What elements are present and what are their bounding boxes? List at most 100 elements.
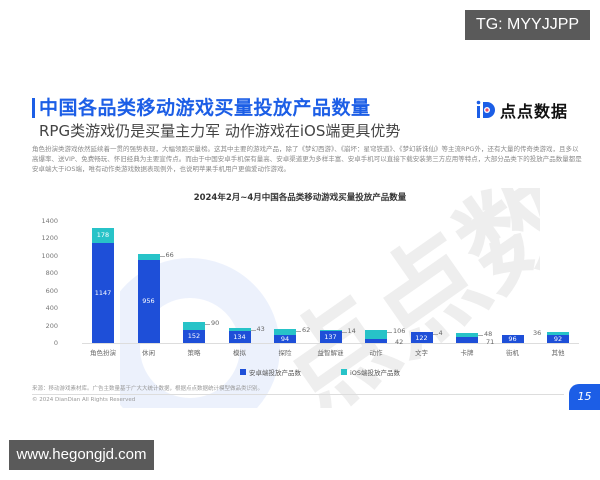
bar-3: 134 bbox=[228, 327, 251, 343]
android-value-label: 152 bbox=[187, 332, 201, 341]
bar-segment-android bbox=[456, 336, 478, 343]
bar-segment-android bbox=[183, 329, 205, 343]
legend-item-android: 安卓端投放产品数 bbox=[240, 367, 301, 377]
top-watermark-tag: TG: MYYJJPP bbox=[465, 10, 590, 40]
ios-value-label: 14 bbox=[347, 326, 356, 335]
legend-item-ios: iOS端投放产品数 bbox=[341, 367, 400, 377]
android-value-label: 42 bbox=[395, 338, 404, 346]
x-axis-category-label: 文字 bbox=[415, 349, 428, 357]
bar-segment-android bbox=[501, 334, 524, 343]
source-note: 来源：移动游戏素材库。广告主数量基于广大大统计数据，根据点点数据统计模型做品类识… bbox=[32, 386, 264, 392]
ios-value-label: 90 bbox=[211, 318, 220, 327]
copyright: © 2024 DianDian All Rights Reserved bbox=[32, 397, 136, 403]
leader-line bbox=[205, 323, 210, 325]
bar-segment-ios bbox=[92, 227, 114, 244]
ios-value-label: 62 bbox=[302, 326, 311, 335]
x-axis-category-label: 街机 bbox=[506, 349, 519, 357]
bar-segment-android bbox=[274, 334, 296, 343]
slide: 中国各品类移动游戏买量投放产品数量 RPG类游戏仍是买量主力军 动作游戏在iOS… bbox=[0, 88, 600, 418]
bar-segment-ios bbox=[365, 330, 387, 340]
bar-segment-android bbox=[365, 339, 387, 343]
ios-value-label: 36 bbox=[533, 328, 542, 337]
footer-divider bbox=[32, 394, 564, 395]
bar-10: 92 bbox=[547, 331, 569, 343]
chart-title: 2024年2月~4月中国各品类移动游戏买量投放产品数量 bbox=[193, 193, 407, 203]
bar-segment-ios bbox=[456, 332, 478, 337]
bar-8 bbox=[456, 332, 478, 343]
y-tick-label: 1400 bbox=[41, 217, 58, 225]
bar-0: 1147 178 bbox=[92, 227, 114, 343]
bar-4: 94 bbox=[274, 329, 296, 343]
diandian-logo-icon bbox=[476, 100, 495, 118]
bar-segment-android bbox=[137, 259, 160, 343]
leader-line bbox=[296, 331, 301, 333]
y-tick-label: 1000 bbox=[41, 251, 58, 260]
x-axis-category-label: 益智解谜 bbox=[317, 349, 344, 357]
bottom-watermark-tag: www.hegongjd.com bbox=[9, 440, 154, 470]
bar-segment-ios bbox=[547, 331, 569, 335]
y-tick-label: 600 bbox=[45, 286, 58, 295]
leader-line bbox=[432, 334, 438, 336]
y-tick-label: 400 bbox=[45, 304, 58, 313]
android-value-label: 137 bbox=[324, 333, 337, 342]
diandian-logo: 点点数据 bbox=[476, 98, 568, 122]
leader-line bbox=[341, 331, 347, 333]
android-value-label: 956 bbox=[142, 297, 155, 306]
bar-segment-ios bbox=[319, 329, 342, 332]
leader-line bbox=[478, 334, 483, 336]
ios-value-label: 4 bbox=[438, 329, 443, 338]
ios-value-label: 106 bbox=[393, 327, 406, 336]
x-axis-category-label: 动作 bbox=[369, 349, 383, 357]
android-value-label: 71 bbox=[486, 338, 495, 346]
bar-9: 96 bbox=[501, 334, 524, 343]
x-axis-category-label: 休闲 bbox=[142, 349, 155, 357]
bar-5: 137 bbox=[319, 329, 342, 343]
x-axis-category-label: 模拟 bbox=[233, 349, 246, 357]
stacked-bar-chart: 0 200 400 600 800 1000 1200 1400 1147 178 角色扮演 956 6… bbox=[30, 206, 579, 357]
description-text: 角色扮演类游戏依然延续着一贯的强势表现，大幅领跑买量榜。这其中主要的游戏产品，除… bbox=[32, 145, 582, 173]
android-value-label: 134 bbox=[233, 333, 246, 342]
x-axis-line bbox=[82, 343, 579, 344]
y-tick-label: 800 bbox=[45, 269, 58, 278]
bar-segment-android bbox=[319, 331, 342, 343]
legend-label-android: 安卓端投放产品数 bbox=[249, 369, 301, 377]
title-accent-bar bbox=[32, 98, 35, 118]
legend-label-ios: iOS端投放产品数 bbox=[350, 369, 401, 377]
android-value-label: 1147 bbox=[94, 289, 112, 298]
y-tick-label: 0 bbox=[53, 339, 58, 347]
leader-line bbox=[387, 332, 392, 334]
bar-segment-ios bbox=[228, 327, 251, 332]
legend-swatch-ios bbox=[341, 369, 347, 375]
ios-value-label: 43 bbox=[256, 324, 265, 333]
ios-value-label: 66 bbox=[165, 250, 174, 259]
page-number-badge: 15 bbox=[569, 384, 600, 410]
x-axis-category-label: 卡牌 bbox=[460, 349, 474, 357]
bar-7: 122 bbox=[410, 332, 433, 343]
android-value-label: 92 bbox=[553, 334, 563, 343]
legend-swatch-android bbox=[240, 369, 246, 375]
android-value-label: 122 bbox=[415, 333, 428, 342]
bar-segment-ios bbox=[137, 253, 160, 260]
ios-value-label: 48 bbox=[484, 329, 493, 338]
bar-2: 152 bbox=[183, 321, 205, 343]
bar-segment-android bbox=[410, 332, 433, 343]
bar-6 bbox=[365, 330, 387, 343]
slide-title: 中国各品类移动游戏买量投放产品数量 bbox=[39, 97, 371, 119]
x-axis-category-label: 角色扮演 bbox=[90, 349, 116, 357]
leader-line bbox=[159, 255, 165, 257]
y-tick-label: 1200 bbox=[41, 234, 58, 243]
bar-segment-android bbox=[92, 243, 114, 343]
y-tick-label: 200 bbox=[45, 321, 58, 330]
ios-value-label: 178 bbox=[96, 231, 110, 240]
bar-segment-ios bbox=[183, 321, 205, 330]
bar-1: 956 bbox=[137, 253, 160, 343]
android-value-label: 94 bbox=[280, 334, 290, 343]
slide-subtitle: RPG类游戏仍是买量主力军 动作游戏在iOS端更具优势 bbox=[39, 122, 401, 140]
bar-segment-android bbox=[547, 334, 569, 343]
chart-legend: 安卓端投放产品数 iOS端投放产品数 bbox=[240, 367, 400, 377]
x-axis-category-label: 策略 bbox=[187, 349, 201, 357]
x-axis-category-label: 其他 bbox=[551, 349, 565, 357]
leader-line bbox=[250, 329, 256, 331]
x-axis-category-label: 探险 bbox=[278, 349, 292, 357]
android-value-label: 96 bbox=[508, 334, 517, 343]
